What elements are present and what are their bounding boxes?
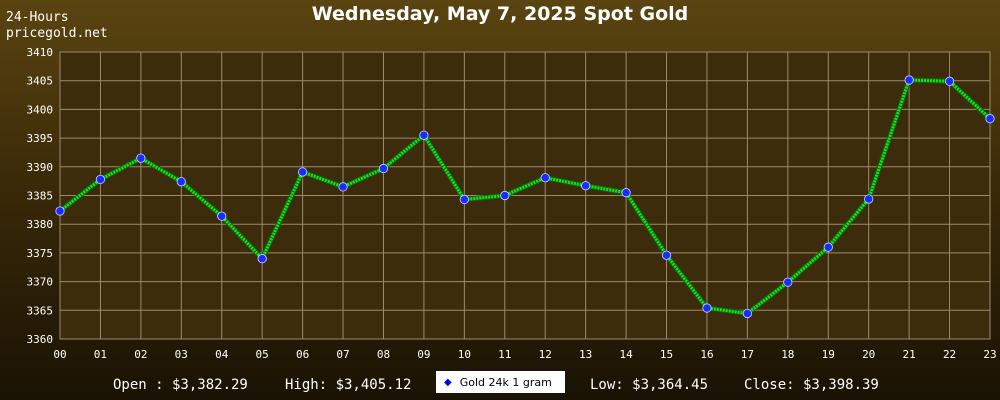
x-tick-label: 04: [215, 348, 229, 361]
data-point: [702, 303, 712, 313]
data-point: [621, 188, 631, 198]
data-point: [378, 163, 389, 174]
x-tick-label: 12: [539, 348, 552, 361]
legend-marker-icon: ◆: [444, 376, 452, 388]
y-tick-label: 3390: [27, 161, 54, 174]
y-tick-label: 3380: [27, 218, 54, 231]
y-tick-label: 3395: [27, 132, 54, 145]
y-tick-label: 3405: [27, 75, 54, 88]
data-point: [742, 308, 752, 319]
data-point: [783, 277, 793, 287]
y-tick-label: 3410: [27, 46, 54, 59]
data-point: [661, 250, 672, 260]
x-tick-label: 23: [983, 348, 996, 361]
x-tick-label: 20: [862, 348, 875, 361]
grid: [59, 51, 991, 340]
low-stat: Low: $3,364.45: [590, 377, 709, 393]
data-point: [581, 181, 591, 191]
x-tick-label: 03: [175, 348, 188, 361]
data-point: [257, 254, 267, 264]
x-tick-label: 09: [417, 348, 430, 361]
x-tick-label: 10: [458, 348, 471, 361]
data-point: [55, 206, 65, 216]
x-tick-label: 21: [903, 348, 916, 361]
y-tick-label: 3375: [27, 247, 54, 260]
data-point: [95, 174, 106, 185]
data-point: [176, 177, 186, 187]
axis-labels: 3360 3365 3370 3375 3380 3385 3390 3395 3400 3405…: [27, 46, 997, 361]
series-line: [59, 78, 992, 315]
y-tick-label: 3365: [27, 304, 54, 317]
data-point: [540, 173, 550, 183]
x-tick-label: 08: [377, 348, 390, 361]
x-tick-label: 00: [53, 348, 66, 361]
x-tick-label: 17: [741, 348, 754, 361]
x-tick-label: 07: [336, 348, 349, 361]
x-tick-label: 16: [700, 348, 713, 361]
y-tick-label: 3400: [27, 103, 54, 116]
data-point: [217, 211, 227, 221]
x-tick-label: 15: [660, 348, 673, 361]
y-tick-label: 3360: [27, 333, 54, 346]
close-stat: Close: $3,398.39: [744, 377, 879, 393]
legend-label: Gold 24k 1 gram: [459, 375, 552, 389]
data-point: [904, 75, 914, 85]
x-tick-label: 19: [822, 348, 835, 361]
chart-title: Wednesday, May 7, 2025 Spot Gold: [311, 3, 689, 25]
x-tick-label: 22: [943, 348, 956, 361]
open-stat: Open : $3,382.29: [113, 377, 248, 393]
data-point: [459, 194, 469, 205]
data-point: [500, 190, 510, 201]
period-label: 24-Hours: [6, 10, 69, 25]
x-tick-label: 01: [94, 348, 107, 361]
x-tick-label: 11: [498, 348, 511, 361]
y-tick-label: 3370: [27, 276, 54, 289]
x-tick-label: 05: [256, 348, 269, 361]
high-stat: High: $3,405.12: [285, 377, 412, 393]
site-label: pricegold.net: [6, 26, 108, 41]
series-layer: [55, 75, 995, 319]
data-point: [298, 167, 308, 177]
legend: ◆ Gold 24k 1 gram: [436, 371, 565, 393]
data-point: [338, 182, 348, 192]
x-tick-label: 13: [579, 348, 592, 361]
data-point: [419, 130, 429, 140]
x-tick-label: 06: [296, 348, 309, 361]
x-tick-label: 02: [134, 348, 147, 361]
data-point: [985, 114, 995, 124]
y-tick-label: 3385: [27, 190, 54, 203]
data-point: [823, 242, 833, 252]
data-point: [136, 153, 146, 163]
data-point: [864, 194, 874, 204]
x-tick-label: 18: [781, 348, 794, 361]
data-point: [944, 76, 955, 86]
x-tick-label: 14: [619, 348, 633, 361]
